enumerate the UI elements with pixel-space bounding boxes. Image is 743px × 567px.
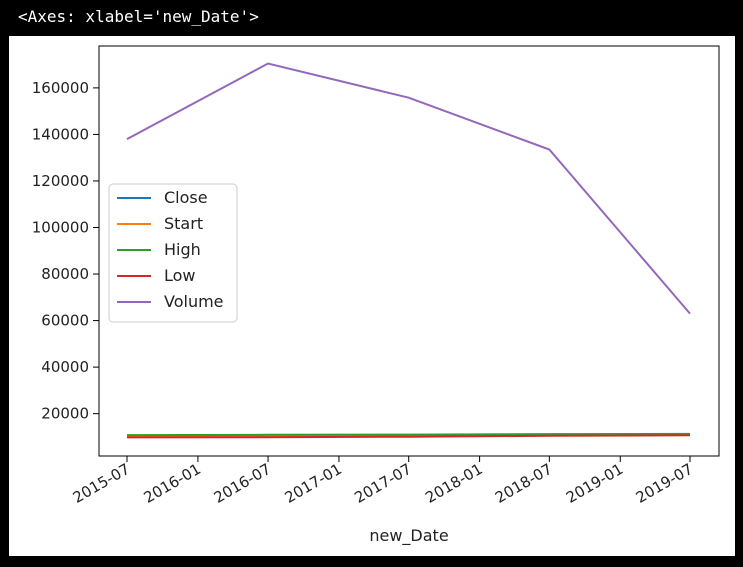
- x-tick-label: 2019-07: [633, 460, 696, 507]
- line-chart: 20000 40000 60000 80000 100000 120000 140000 16…: [32, 45, 720, 546]
- y-tick-label: 40000: [41, 358, 89, 376]
- axes-repr-text: <Axes: xlabel='new_Date'>: [18, 7, 259, 26]
- series-line-low: [126, 434, 691, 439]
- series-lines: [126, 62, 691, 439]
- y-tick-label: 20000: [41, 405, 89, 423]
- x-tick-label: 2017-07: [351, 460, 414, 507]
- x-tick-label: 2015-07: [70, 460, 133, 507]
- x-axis: 2015-07 2016-01 2016-07 2017-01 2017-07 2018-…: [70, 456, 696, 507]
- y-tick-label: 160000: [32, 79, 89, 97]
- y-tick-label: 60000: [41, 312, 89, 330]
- legend: Close Start High Low Volume: [108, 183, 238, 323]
- legend-label-close: Close: [164, 188, 208, 207]
- x-tick-label: 2018-07: [492, 460, 555, 507]
- legend-label-high: High: [164, 240, 201, 259]
- legend-label-volume: Volume: [164, 292, 224, 311]
- legend-box: [108, 183, 238, 323]
- x-tick-label: 2016-01: [141, 460, 204, 507]
- y-tick-label: 80000: [41, 265, 89, 283]
- x-tick-label: 2018-01: [422, 460, 485, 507]
- figure-canvas: 20000 40000 60000 80000 100000 120000 140000 16…: [9, 36, 735, 556]
- x-axis-label: new_Date: [369, 526, 448, 546]
- y-tick-label: 140000: [32, 125, 89, 143]
- y-tick-label: 120000: [32, 172, 89, 190]
- x-tick-label: 2016-07: [211, 460, 274, 507]
- y-tick-label: 100000: [32, 218, 89, 236]
- legend-label-low: Low: [164, 266, 196, 285]
- x-tick-label: 2019-01: [563, 460, 626, 507]
- legend-label-start: Start: [164, 214, 203, 233]
- series-line-high: [126, 432, 691, 437]
- series-line-volume: [126, 62, 691, 315]
- x-tick-label: 2017-01: [282, 460, 345, 507]
- y-axis: 20000 40000 60000 80000 100000 120000 140000 16…: [32, 79, 99, 423]
